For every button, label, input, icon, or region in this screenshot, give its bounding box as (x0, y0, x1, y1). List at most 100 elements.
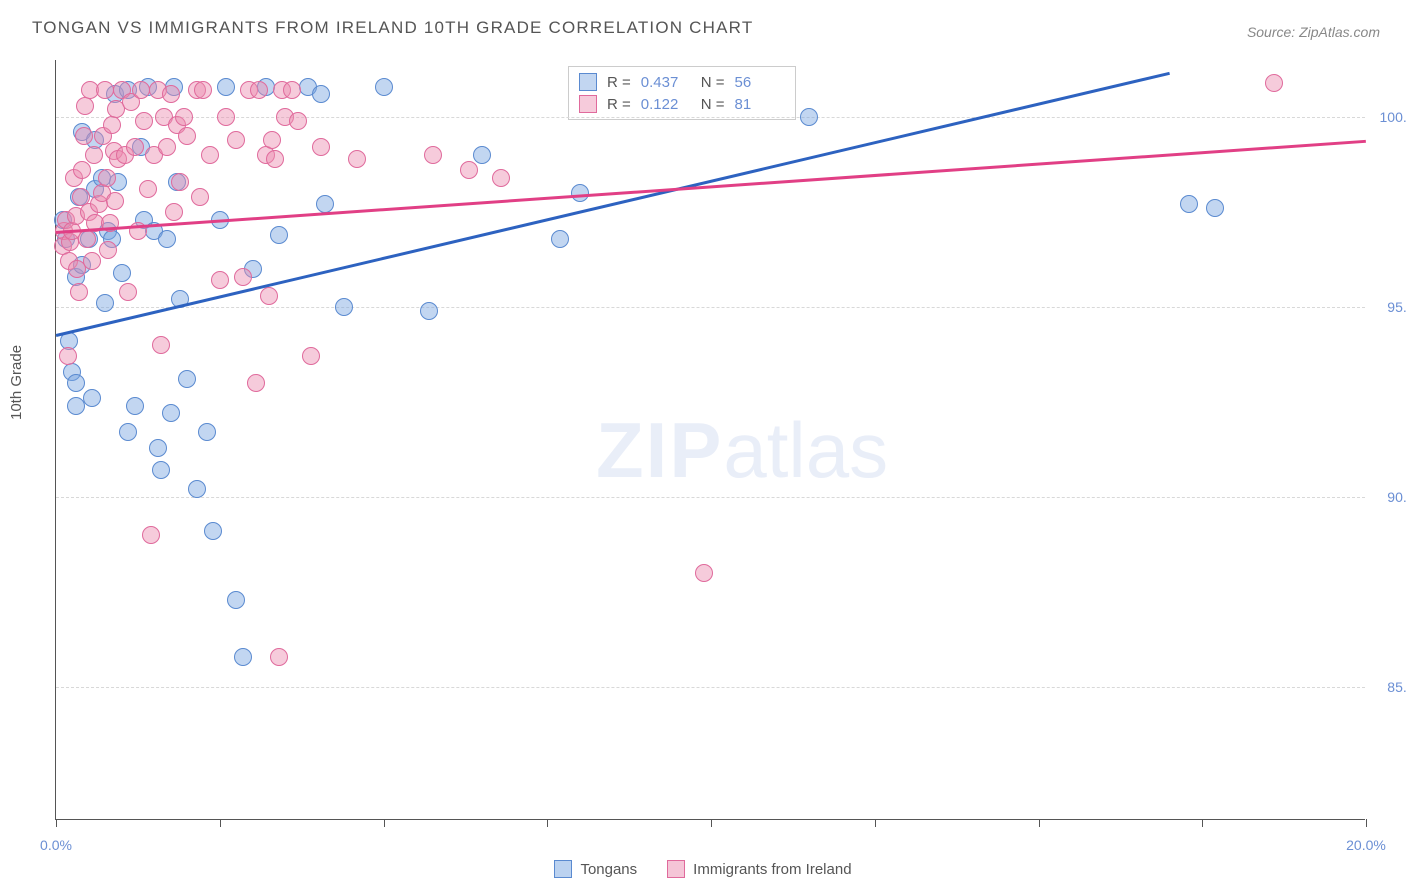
scatter-point (98, 169, 116, 187)
n-value: 56 (735, 74, 785, 91)
x-tick-label: 0.0% (40, 837, 72, 853)
r-value: 0.437 (641, 74, 691, 91)
legend-item: Tongans (554, 860, 637, 878)
series-swatch (579, 73, 597, 91)
y-tick-label: 90.0% (1387, 489, 1406, 505)
scatter-point (266, 150, 284, 168)
scatter-point (99, 241, 117, 259)
scatter-point (165, 203, 183, 221)
scatter-point (96, 81, 114, 99)
scatter-point (70, 283, 88, 301)
gridline (56, 117, 1365, 118)
scatter-point (424, 146, 442, 164)
n-label: N = (701, 74, 725, 91)
correlation-stats-box: R =0.437N =56R =0.122N =81 (568, 66, 796, 120)
scatter-point (175, 108, 193, 126)
y-tick-label: 85.0% (1387, 679, 1406, 695)
scatter-point (234, 268, 252, 286)
legend-swatch (667, 860, 685, 878)
legend-item: Immigrants from Ireland (667, 860, 851, 878)
trendline (56, 140, 1366, 234)
y-axis-label: 10th Grade (8, 345, 25, 420)
scatter-point (73, 161, 91, 179)
scatter-point (75, 127, 93, 145)
scatter-point (178, 127, 196, 145)
scatter-point (149, 439, 167, 457)
scatter-point (247, 374, 265, 392)
x-tick (384, 819, 385, 827)
scatter-point (162, 85, 180, 103)
x-tick (1039, 819, 1040, 827)
scatter-point (139, 180, 157, 198)
scatter-point (289, 112, 307, 130)
scatter-point (126, 138, 144, 156)
scatter-point (152, 336, 170, 354)
gridline (56, 687, 1365, 688)
scatter-point (204, 522, 222, 540)
scatter-point (67, 374, 85, 392)
gridline (56, 497, 1365, 498)
scatter-point (217, 108, 235, 126)
scatter-point (171, 173, 189, 191)
scatter-point (83, 252, 101, 270)
scatter-point (217, 78, 235, 96)
scatter-point (312, 85, 330, 103)
r-value: 0.122 (641, 96, 691, 113)
scatter-point (227, 131, 245, 149)
scatter-point (83, 389, 101, 407)
legend-label: Immigrants from Ireland (693, 861, 851, 878)
scatter-point (132, 81, 150, 99)
scatter-point (420, 302, 438, 320)
x-tick-label: 20.0% (1346, 837, 1386, 853)
scatter-point (260, 287, 278, 305)
chart-legend: Tongans Immigrants from Ireland (0, 860, 1406, 878)
stats-row: R =0.437N =56 (579, 71, 785, 93)
scatter-point (119, 423, 137, 441)
scatter-point (460, 161, 478, 179)
scatter-point (85, 146, 103, 164)
scatter-point (59, 347, 77, 365)
y-tick-label: 95.0% (1387, 299, 1406, 315)
scatter-point (152, 461, 170, 479)
scatter-point (695, 564, 713, 582)
stats-row: R =0.122N =81 (579, 93, 785, 115)
r-label: R = (607, 96, 631, 113)
scatter-point (250, 81, 268, 99)
scatter-point (1180, 195, 1198, 213)
x-tick (1202, 819, 1203, 827)
x-tick (547, 819, 548, 827)
scatter-point (67, 397, 85, 415)
gridline (56, 307, 1365, 308)
x-tick (220, 819, 221, 827)
y-tick-label: 100.0% (1380, 109, 1406, 125)
scatter-point (227, 591, 245, 609)
scatter-point (113, 264, 131, 282)
scatter-point (76, 97, 94, 115)
scatter-point (198, 423, 216, 441)
scatter-point (96, 294, 114, 312)
scatter-point (162, 404, 180, 422)
scatter-point (571, 184, 589, 202)
scatter-point (178, 370, 196, 388)
scatter-point (283, 81, 301, 99)
legend-label: Tongans (580, 861, 637, 878)
scatter-point (316, 195, 334, 213)
x-tick (1366, 819, 1367, 827)
scatter-point (234, 648, 252, 666)
scatter-point (312, 138, 330, 156)
chart-title: TONGAN VS IMMIGRANTS FROM IRELAND 10TH G… (32, 18, 753, 38)
scatter-point (1265, 74, 1283, 92)
scatter-point (201, 146, 219, 164)
scatter-point (335, 298, 353, 316)
scatter-point (158, 230, 176, 248)
scatter-point (302, 347, 320, 365)
scatter-point (119, 283, 137, 301)
scatter-point (188, 480, 206, 498)
scatter-point (473, 146, 491, 164)
watermark: ZIPatlas (596, 405, 888, 496)
scatter-point (194, 81, 212, 99)
x-tick (711, 819, 712, 827)
n-value: 81 (735, 96, 785, 113)
scatter-point (800, 108, 818, 126)
scatter-point (106, 192, 124, 210)
